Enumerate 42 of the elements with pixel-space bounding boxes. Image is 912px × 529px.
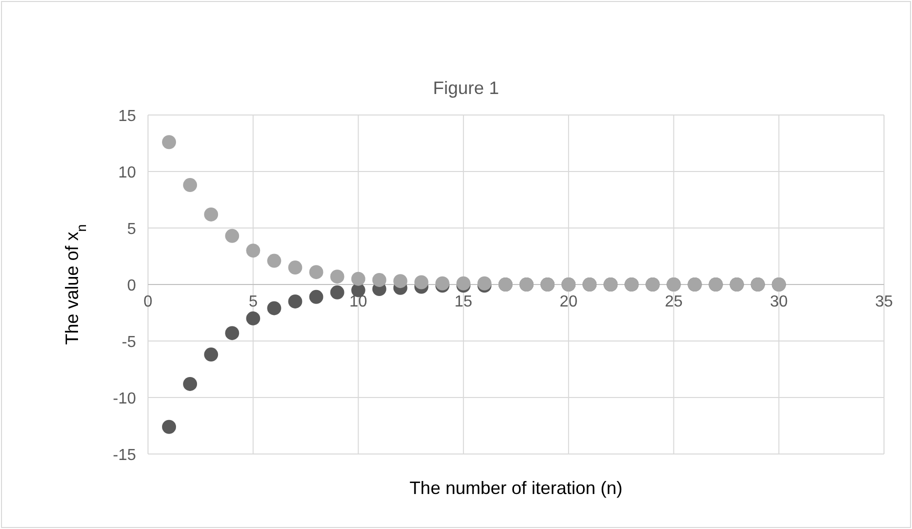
point — [330, 285, 344, 300]
point — [183, 376, 198, 391]
point — [393, 274, 408, 288]
point — [225, 228, 240, 243]
y-tick-label: 0 — [127, 278, 136, 294]
x-tick-label: 20 — [560, 294, 578, 310]
point — [351, 272, 366, 286]
x-tick-label: 30 — [770, 294, 788, 310]
point — [225, 326, 240, 340]
point — [309, 290, 324, 304]
y-tick-label: -5 — [122, 334, 136, 351]
point — [162, 420, 176, 434]
point — [456, 276, 470, 290]
point — [288, 260, 302, 275]
point — [414, 275, 428, 290]
point — [246, 311, 260, 326]
y-tick-label: -15 — [112, 447, 136, 464]
chart-title: Figure 1 — [432, 78, 500, 98]
point — [204, 348, 218, 362]
point — [204, 207, 218, 222]
point — [330, 270, 344, 284]
y-tick-label: 5 — [127, 221, 136, 238]
point — [372, 272, 386, 287]
y-tick-label: -10 — [112, 390, 136, 408]
point — [267, 254, 282, 268]
point — [183, 178, 198, 192]
x-tick-label: 25 — [664, 294, 683, 310]
x-tick-label: 5 — [248, 294, 258, 310]
point — [288, 294, 302, 308]
point — [309, 265, 324, 280]
point — [162, 135, 176, 150]
x-tick-label: 15 — [454, 294, 472, 310]
x-tick-label: 10 — [349, 294, 368, 310]
point — [267, 301, 282, 316]
x-tick-label: 0 — [144, 294, 153, 310]
x-axis-title: The number of iteration (n) — [409, 478, 623, 498]
x-tick-label: 35 — [875, 294, 893, 310]
y-tick-label: 15 — [118, 108, 136, 125]
point — [477, 276, 492, 290]
point — [246, 244, 260, 258]
y-tick-label: 10 — [118, 164, 136, 182]
point — [435, 276, 450, 290]
